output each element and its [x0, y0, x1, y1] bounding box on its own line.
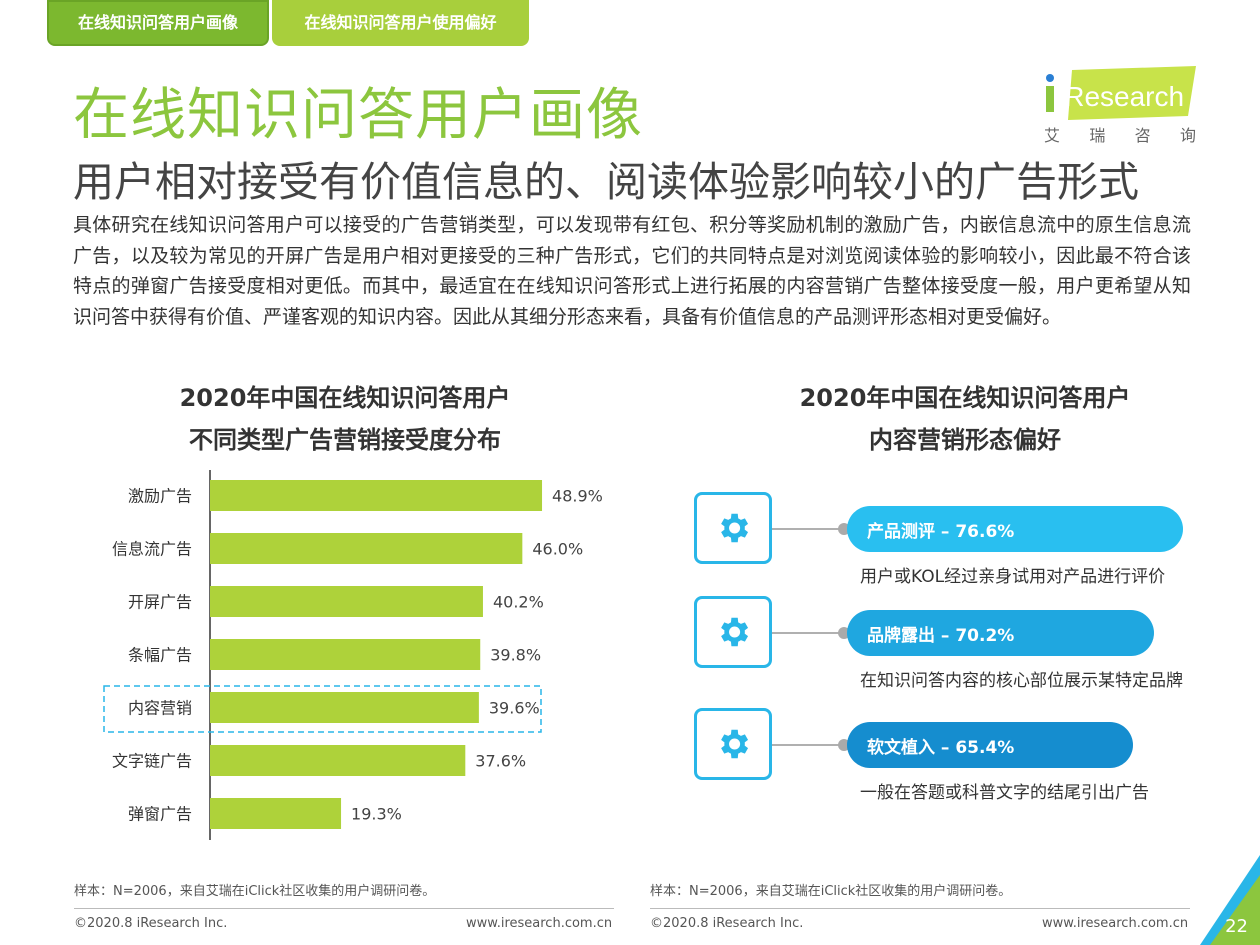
corner-decoration: [1200, 855, 1260, 945]
gear-icon: [694, 492, 772, 564]
value-label: 40.2%: [493, 593, 544, 612]
logo-subtitle: 艾 瑞 咨 询: [1044, 126, 1196, 145]
preference-row: 产品测评 – 76.6% 用户或KOL经过亲身试用对产品进行评价: [694, 492, 1214, 587]
preference-description: 在知识问答内容的核心部位展示某特定品牌: [860, 671, 1183, 691]
page-title: 在线知识问答用户画像: [73, 83, 643, 148]
category-label: 内容营销: [128, 699, 192, 718]
preference-pill: 产品测评 – 76.6%: [847, 506, 1183, 552]
connector-line: [772, 632, 842, 634]
connector-line: [772, 528, 842, 530]
bar: [210, 533, 523, 564]
category-label: 信息流广告: [112, 540, 192, 559]
right-copyright: ©2020.8 iResearch Inc.: [650, 916, 804, 931]
left-source-note: 样本：N=2006，来自艾瑞在iClick社区收集的用户调研问卷。: [74, 884, 436, 899]
gear-icon: [694, 708, 772, 780]
highlight-box: [103, 685, 542, 733]
preference-pill: 软文植入 – 65.4%: [847, 722, 1134, 768]
logo-brand-text: iResearch: [1058, 81, 1184, 112]
category-label: 弹窗广告: [128, 805, 192, 824]
preference-row: 品牌露出 – 70.2% 在知识问答内容的核心部位展示某特定品牌: [694, 596, 1214, 691]
left-website[interactable]: www.iresearch.com.cn: [466, 916, 613, 931]
ad-acceptance-bar-chart: 激励广告 48.9% 信息流广告 46.0% 开屏广告 40.2% 条幅广告 39.8% 内容营…: [103, 470, 603, 840]
right-source-note: 样本：N=2006，来自艾瑞在iClick社区收集的用户调研问卷。: [650, 884, 1012, 899]
preference-row: 软文植入 – 65.4% 一般在答题或科普文字的结尾引出广告: [694, 708, 1214, 803]
iresearch-logo: iResearch: [1046, 66, 1196, 120]
connector-line: [772, 744, 842, 746]
page-subtitle: 用户相对接受有价值信息的、阅读体验影响较小的广告形式: [73, 158, 1139, 206]
value-label: 37.6%: [475, 752, 526, 771]
gear-icon: [694, 596, 772, 668]
bar: [210, 639, 481, 670]
tab-user-profile[interactable]: 在线知识问答用户画像: [47, 0, 269, 46]
right-chart-title: 2020年中国在线知识问答用户 内容营销形态偏好: [799, 384, 1131, 454]
body-paragraph: 具体研究在线知识问答用户可以接受的广告营销类型，可以发现带有红包、积分等奖励机制…: [73, 214, 1191, 328]
tab-user-preference[interactable]: 在线知识问答用户使用偏好: [272, 0, 529, 46]
value-label: 39.6%: [489, 699, 540, 718]
bar: [210, 692, 479, 723]
preference-description: 一般在答题或科普文字的结尾引出广告: [860, 783, 1149, 803]
right-footer-divider: [650, 908, 1190, 909]
category-label: 条幅广告: [128, 646, 192, 665]
bar: [210, 798, 342, 829]
left-chart-title: 2020年中国在线知识问答用户 不同类型广告营销接受度分布: [179, 384, 511, 454]
right-website[interactable]: www.iresearch.com.cn: [1042, 916, 1189, 931]
category-label: 文字链广告: [112, 752, 192, 771]
value-label: 19.3%: [351, 805, 402, 824]
preference-description: 用户或KOL经过亲身试用对产品进行评价: [860, 567, 1166, 587]
left-copyright: ©2020.8 iResearch Inc.: [74, 916, 228, 931]
value-label: 48.9%: [552, 487, 603, 506]
bar: [210, 586, 483, 617]
preference-pill: 品牌露出 – 70.2%: [847, 610, 1155, 656]
bar: [210, 745, 466, 776]
category-label: 激励广告: [128, 487, 192, 506]
left-footer-divider: [74, 908, 614, 909]
value-label: 46.0%: [532, 540, 583, 559]
bar: [210, 480, 543, 511]
page-number: 22: [1225, 916, 1248, 937]
category-label: 开屏广告: [128, 593, 192, 612]
value-label: 39.8%: [490, 646, 541, 665]
